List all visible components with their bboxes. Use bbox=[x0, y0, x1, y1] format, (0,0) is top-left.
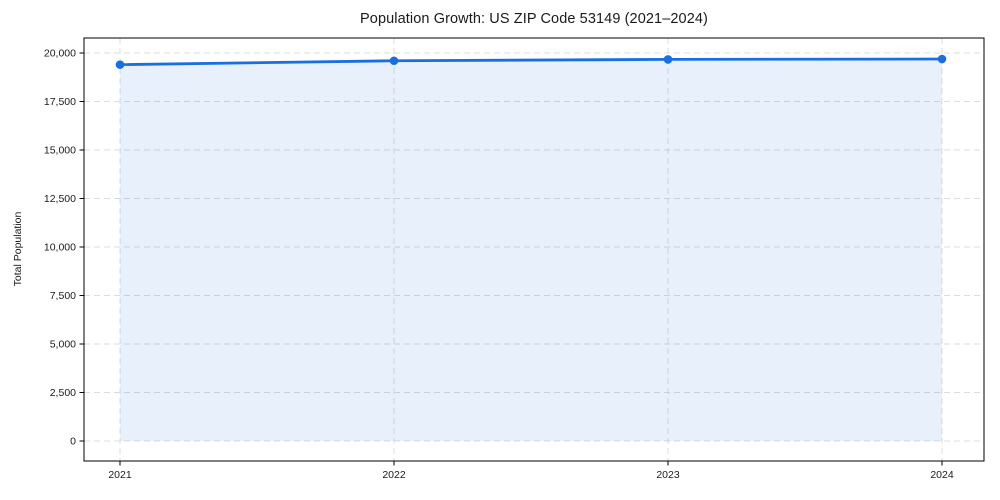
data-point bbox=[115, 60, 125, 69]
y-tick-label: 10,000 bbox=[44, 242, 76, 254]
data-point bbox=[389, 56, 399, 66]
x-tick-label: 2024 bbox=[930, 469, 954, 481]
area-fill bbox=[120, 59, 942, 441]
y-tick-label: 15,000 bbox=[44, 145, 76, 157]
x-tick-label: 2021 bbox=[108, 469, 132, 481]
chart-title: Population Growth: US ZIP Code 53149 (20… bbox=[360, 11, 708, 27]
x-tick-label: 2023 bbox=[656, 469, 680, 481]
y-tick-label: 2,500 bbox=[50, 387, 76, 399]
y-tick-label: 20,000 bbox=[44, 48, 76, 60]
y-tick-label: 0 bbox=[70, 436, 76, 448]
data-line bbox=[118, 57, 944, 67]
y-tick-label: 12,500 bbox=[44, 193, 76, 205]
y-tick-label: 7,500 bbox=[50, 290, 76, 302]
data-point bbox=[663, 55, 673, 64]
x-tick-label: 2022 bbox=[382, 469, 406, 481]
plot-border bbox=[83, 37, 985, 462]
data-point bbox=[937, 54, 947, 64]
y-tick-label: 5,000 bbox=[50, 339, 76, 351]
y-tick-label: 17,500 bbox=[44, 96, 76, 108]
